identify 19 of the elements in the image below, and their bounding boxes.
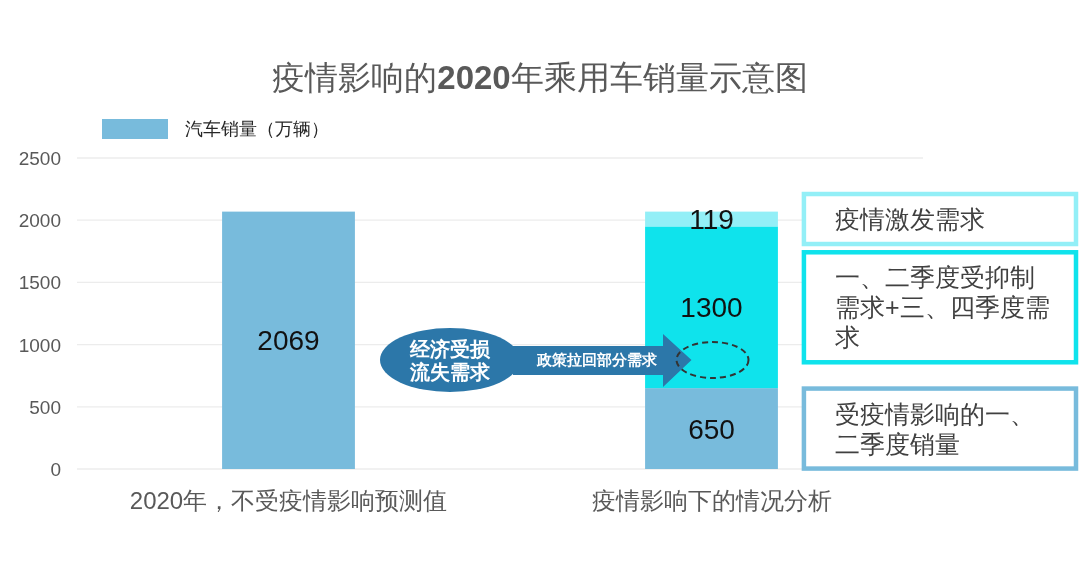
data-label: 2069: [257, 324, 320, 356]
y-tick-label: 1500: [18, 271, 61, 293]
chart-title: 疫情影响的2020年乘用车销量示意图: [272, 58, 808, 96]
data-label: 1300: [680, 291, 743, 323]
y-tick-label: 500: [29, 396, 61, 418]
legend-label: 汽车销量（万辆）: [185, 119, 329, 139]
x-tick-label: 疫情影响下的情况分析: [591, 486, 832, 514]
y-tick-label: 1000: [18, 334, 61, 356]
annotation: 疫情激发需求: [834, 205, 985, 234]
data-label: 650: [688, 413, 735, 445]
y-tick-label: 2500: [18, 147, 61, 169]
annotation: 政策拉回部分需求: [536, 351, 658, 368]
annotation: 受疫情影响的一、二季度销量: [834, 399, 1035, 458]
annotation: 一、二季度受抑制需求+三、四季度需求: [834, 263, 1050, 352]
annotation: 经济受损流失需求: [409, 337, 491, 383]
x-tick-label: 2020年，不受疫情影响预测值: [129, 486, 448, 514]
y-tick-label: 0: [50, 458, 61, 480]
data-label: 119: [689, 203, 734, 235]
y-tick-label: 2000: [18, 209, 61, 231]
